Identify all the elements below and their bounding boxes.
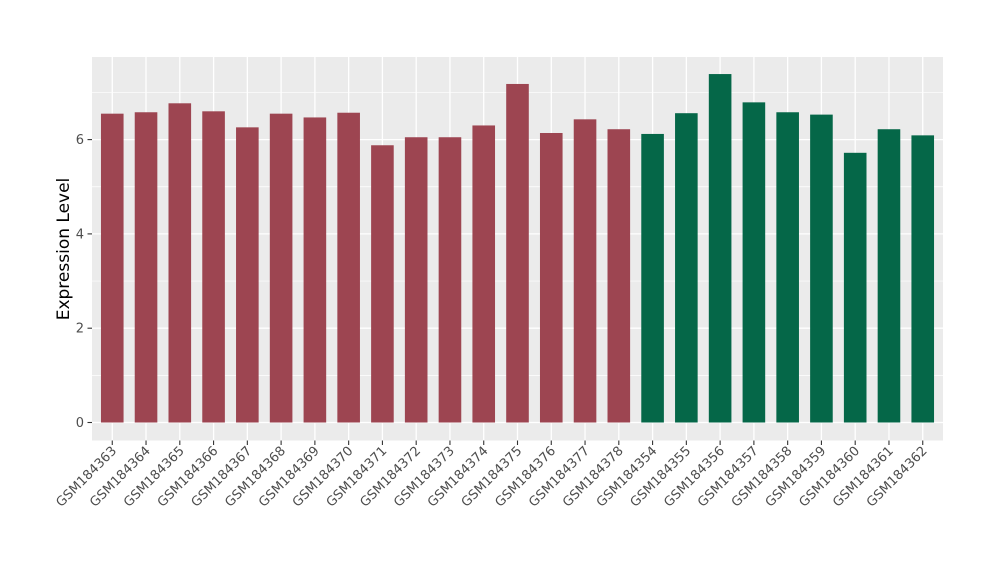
bar-GSM184355 <box>675 113 698 423</box>
y-tick-label-0: 0 <box>76 416 84 431</box>
bar-GSM184354 <box>641 133 664 423</box>
y-tick-label-4: 4 <box>76 227 84 242</box>
y-tick-label-2: 2 <box>76 322 84 337</box>
bar-GSM184368 <box>269 113 293 423</box>
bar-GSM184370 <box>337 112 360 423</box>
bar-GSM184375 <box>506 83 529 423</box>
bar-GSM184365 <box>168 103 192 423</box>
bar-GSM184374 <box>472 125 496 423</box>
bar-GSM184367 <box>236 127 259 423</box>
bar-GSM184364 <box>134 112 158 423</box>
bar-GSM184363 <box>100 113 124 423</box>
y-tick-label-6: 6 <box>76 133 84 148</box>
bar-GSM184356 <box>708 74 732 423</box>
bar-GSM184371 <box>371 145 394 423</box>
bar-GSM184357 <box>742 102 766 423</box>
bar-GSM184366 <box>202 111 225 423</box>
bar-GSM184362 <box>911 135 935 423</box>
bar-GSM184372 <box>404 137 428 423</box>
bar-GSM184376 <box>539 132 563 423</box>
bar-GSM184377 <box>573 119 597 423</box>
bar-GSM184369 <box>303 117 327 423</box>
bar-GSM184360 <box>843 152 867 423</box>
bar-GSM184359 <box>810 114 833 423</box>
bar-GSM184361 <box>877 129 901 423</box>
bar-GSM184358 <box>776 112 799 423</box>
bar-GSM184373 <box>438 137 462 423</box>
bar-GSM184378 <box>607 129 631 423</box>
